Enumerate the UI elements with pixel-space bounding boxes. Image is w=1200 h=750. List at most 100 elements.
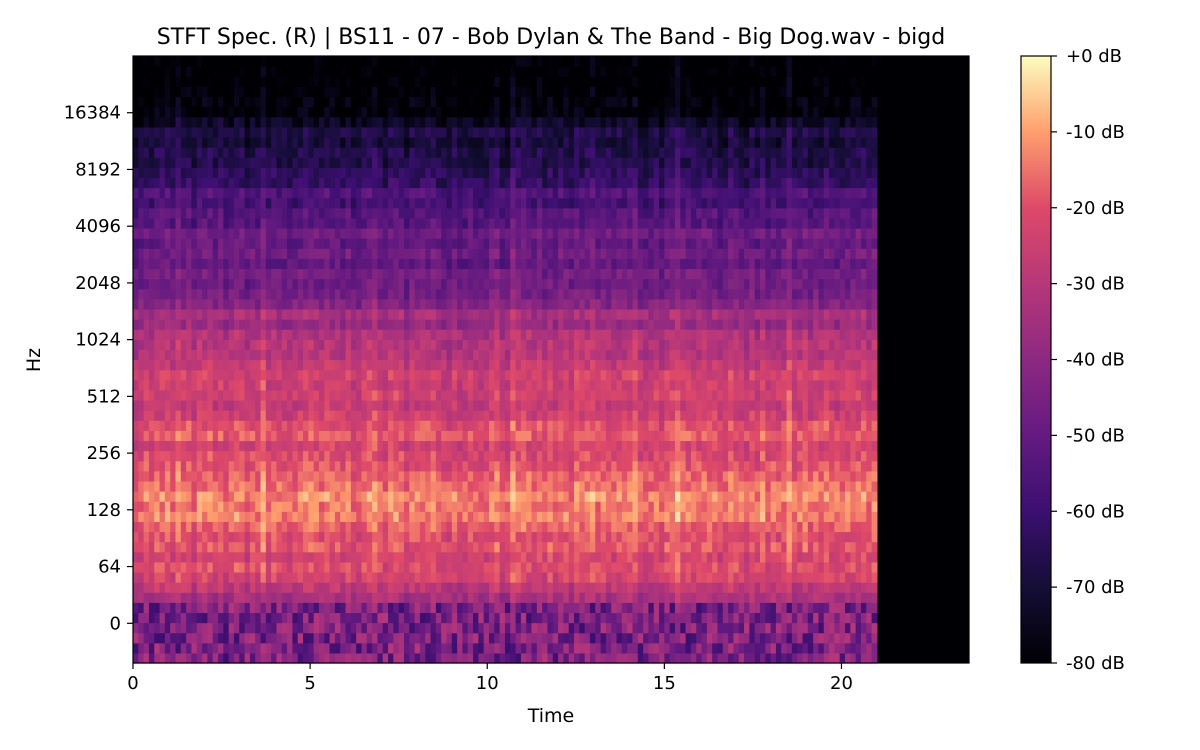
heatmap-cell <box>499 521 506 533</box>
heatmap-cell <box>398 491 405 502</box>
heatmap-cell <box>807 399 814 411</box>
heatmap-cell <box>202 642 208 654</box>
heatmap-cell <box>765 440 772 452</box>
heatmap-cell <box>839 369 846 381</box>
heatmap-cell <box>228 298 235 310</box>
heatmap-cell <box>308 531 315 543</box>
heatmap-cell <box>489 470 495 482</box>
heatmap-cell <box>196 602 203 614</box>
heatmap-cell <box>473 389 479 401</box>
heatmap-cell <box>860 369 867 381</box>
heatmap-cell <box>494 521 501 533</box>
heatmap-cell <box>467 541 474 553</box>
heatmap-cell <box>233 339 240 350</box>
heatmap-cell <box>244 480 251 492</box>
heatmap-cell <box>403 399 410 411</box>
heatmap-cell <box>388 541 394 553</box>
heatmap-cell <box>350 410 357 421</box>
heatmap-cell <box>154 319 161 330</box>
heatmap-cell <box>600 450 607 462</box>
heatmap-cell <box>233 470 240 482</box>
heatmap-cell <box>558 359 564 371</box>
heatmap-cell <box>287 480 293 492</box>
heatmap-cell <box>643 450 650 462</box>
heatmap-cell <box>611 298 618 310</box>
heatmap-cell <box>860 642 867 654</box>
heatmap-cell <box>388 440 394 452</box>
heatmap-cell <box>770 319 777 330</box>
heatmap-cell <box>430 511 437 522</box>
heatmap-cell <box>595 349 602 361</box>
heatmap-cell <box>728 399 735 411</box>
heatmap-cell <box>605 399 612 411</box>
heatmap-cell <box>738 440 745 452</box>
heatmap-cell <box>797 602 804 614</box>
heatmap-cell <box>202 541 208 553</box>
heatmap-cell <box>154 632 161 644</box>
heatmap-cell <box>287 319 293 330</box>
heatmap-cell <box>515 480 522 492</box>
heatmap-cell <box>611 379 618 391</box>
heatmap-cell <box>467 501 474 512</box>
heatmap-cell <box>255 329 262 340</box>
heatmap-cell <box>212 652 219 664</box>
heatmap-cell <box>191 410 198 421</box>
heatmap-cell <box>600 298 607 310</box>
heatmap-cell <box>860 379 867 391</box>
heatmap-cell <box>797 450 804 462</box>
heatmap-cell <box>191 622 198 634</box>
heatmap-cell <box>287 308 293 320</box>
heatmap-cell <box>260 298 267 310</box>
heatmap-cell <box>473 592 479 603</box>
heatmap-cell <box>249 430 256 442</box>
heatmap-cell <box>829 652 835 664</box>
heatmap-cell <box>775 622 782 634</box>
heatmap-cell <box>643 501 650 512</box>
heatmap-cell <box>504 632 511 644</box>
heatmap-cell <box>382 389 389 401</box>
heatmap-cell <box>489 298 495 310</box>
heatmap-cell <box>526 531 533 543</box>
heatmap-cell <box>807 440 814 452</box>
heatmap-cell <box>462 369 469 381</box>
heatmap-cell <box>430 652 437 664</box>
heatmap-cell <box>823 460 830 472</box>
heatmap-cell <box>393 450 400 462</box>
heatmap-cell <box>584 652 591 664</box>
heatmap-cell <box>451 450 458 462</box>
heatmap-cell <box>244 582 251 593</box>
heatmap-cell <box>754 440 761 452</box>
heatmap-cell <box>403 642 410 654</box>
heatmap-cell <box>191 551 198 563</box>
heatmap-cell <box>568 612 575 624</box>
heatmap-cell <box>520 389 527 401</box>
heatmap-cell <box>701 369 708 381</box>
heatmap-cell <box>180 501 187 512</box>
heatmap-cell <box>579 349 586 361</box>
heatmap-cell <box>318 470 325 482</box>
heatmap-cell <box>403 410 410 421</box>
heatmap-cell <box>260 329 267 340</box>
heatmap-cell <box>680 511 687 522</box>
heatmap-cell <box>372 622 379 634</box>
heatmap-cell <box>510 592 517 603</box>
heatmap-cell <box>361 298 368 310</box>
heatmap-cell <box>361 642 368 654</box>
heatmap-cell <box>637 389 644 401</box>
heatmap-cell <box>701 501 708 512</box>
heatmap-cell <box>361 359 368 371</box>
heatmap-cell <box>308 329 315 340</box>
heatmap-cell <box>696 450 703 462</box>
heatmap-cell <box>722 359 729 371</box>
heatmap-cell <box>398 329 405 340</box>
heatmap-cell <box>701 339 708 350</box>
heatmap-cell <box>558 541 564 553</box>
heatmap-cell <box>324 501 331 512</box>
heatmap-cell <box>802 308 809 320</box>
heatmap-cell <box>414 582 421 593</box>
heatmap-cell <box>244 440 251 452</box>
heatmap-cell <box>855 602 862 614</box>
heatmap-cell <box>494 602 501 614</box>
heatmap-cell <box>382 652 389 664</box>
heatmap-cell <box>515 531 522 543</box>
